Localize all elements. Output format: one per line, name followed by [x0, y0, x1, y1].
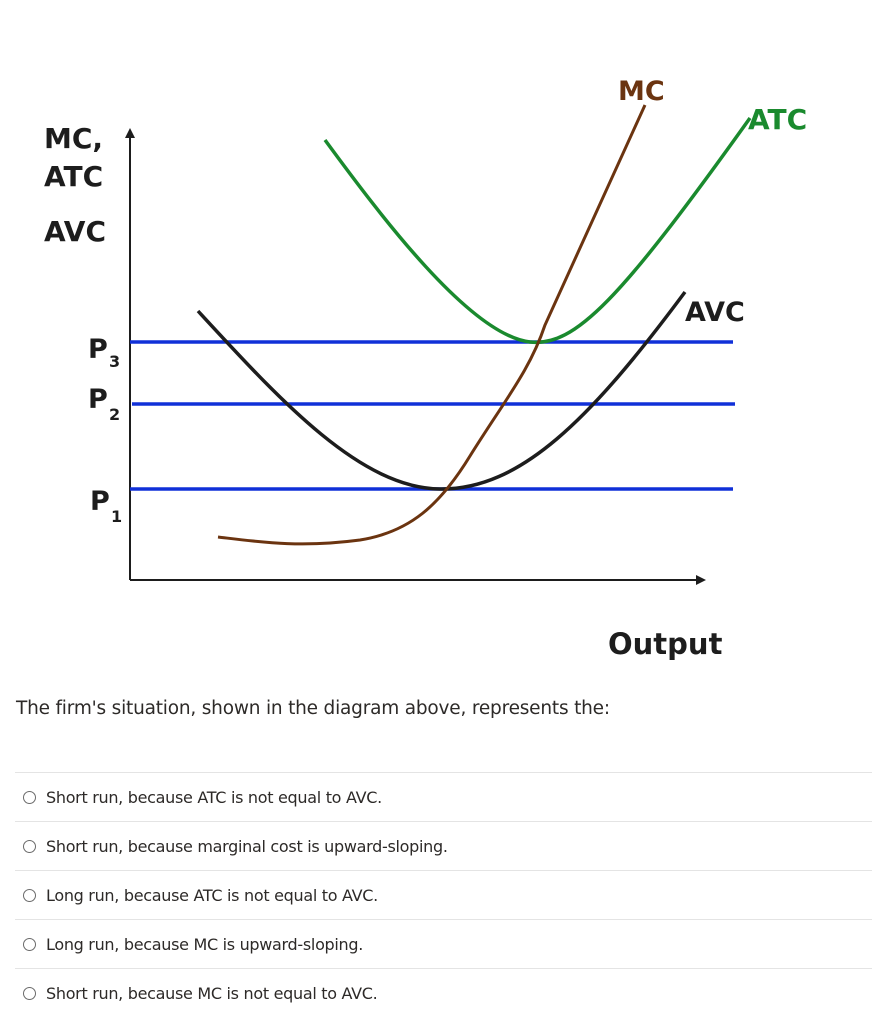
svg-text:2: 2 — [109, 405, 120, 424]
x-axis-label: Output — [608, 627, 723, 661]
y-axis-label-avc: AVC — [44, 215, 106, 248]
radio-button[interactable] — [23, 937, 36, 951]
answer-option-label: Short run, because ATC is not equal to A… — [46, 787, 382, 807]
atc-curve — [323, 116, 752, 345]
answer-option-label: Short run, because MC is not equal to AV… — [46, 983, 378, 1003]
svg-text:P: P — [90, 486, 110, 517]
y-axis-label-atc: ATC — [44, 160, 103, 193]
mc-curve — [217, 104, 647, 546]
radio-button[interactable] — [23, 790, 36, 804]
cost-curves-diagram: MC, ATC AVC P 3 P 2 P 1 MC ATC AVC Outpu… — [44, 76, 807, 661]
radio-button[interactable] — [23, 986, 36, 1000]
answer-options: Short run, because ATC is not equal to A… — [15, 772, 872, 1017]
svg-text:3: 3 — [109, 352, 120, 371]
price-label-p3: P 3 — [88, 334, 120, 371]
answer-option-4[interactable]: Long run, because MC is upward-sloping. — [15, 919, 872, 968]
mc-curve-label: MC — [618, 76, 665, 107]
answer-option-5[interactable]: Short run, because MC is not equal to AV… — [15, 968, 872, 1017]
svg-text:P: P — [88, 384, 108, 415]
avc-curve — [196, 290, 687, 491]
y-axis-label-mc: MC, — [44, 122, 103, 155]
answer-option-2[interactable]: Short run, because marginal cost is upwa… — [15, 821, 872, 870]
svg-text:P: P — [88, 334, 108, 365]
avc-curve-label: AVC — [685, 297, 745, 328]
answer-option-1[interactable]: Short run, because ATC is not equal to A… — [15, 772, 872, 821]
answer-option-3[interactable]: Long run, because ATC is not equal to AV… — [15, 870, 872, 919]
price-label-p2: P 2 — [88, 384, 120, 424]
answer-option-label: Long run, because MC is upward-sloping. — [46, 934, 364, 954]
atc-curve-label: ATC — [748, 103, 807, 136]
svg-text:1: 1 — [111, 507, 122, 526]
price-label-p1: P 1 — [90, 486, 122, 526]
answer-option-label: Short run, because marginal cost is upwa… — [46, 836, 448, 856]
radio-button[interactable] — [23, 839, 36, 853]
answer-option-label: Long run, because ATC is not equal to AV… — [46, 885, 378, 905]
question-text: The firm's situation, shown in the diagr… — [16, 698, 610, 719]
radio-button[interactable] — [23, 888, 36, 902]
